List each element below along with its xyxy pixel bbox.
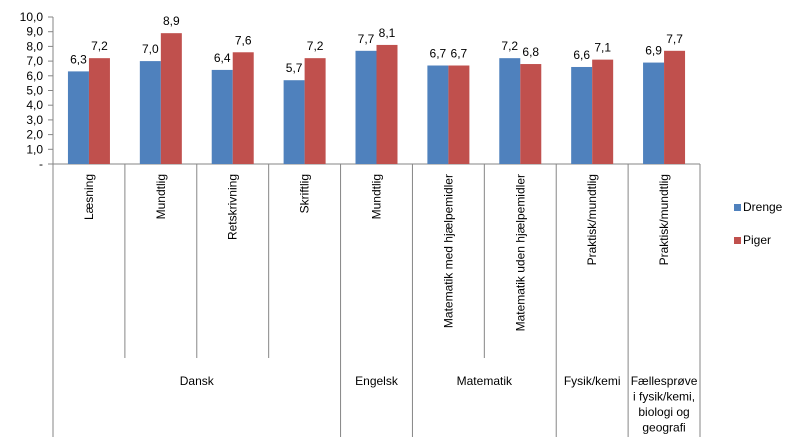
group-label: Engelsk bbox=[355, 374, 399, 388]
bar-drenge bbox=[211, 69, 233, 164]
y-tick-label: 3,0 bbox=[26, 113, 43, 127]
data-label: 7,2 bbox=[307, 39, 324, 53]
bar-drenge bbox=[499, 58, 521, 164]
data-label: 7,7 bbox=[666, 32, 683, 46]
bar-piger bbox=[376, 44, 398, 164]
legend-label: Piger bbox=[743, 233, 771, 247]
bar-piger bbox=[232, 52, 254, 164]
y-tick-label: 1,0 bbox=[26, 142, 43, 156]
y-tick-label: 10,0 bbox=[20, 10, 44, 24]
bar-drenge bbox=[427, 65, 449, 164]
group-label: geografi bbox=[642, 421, 685, 435]
data-label: 7,2 bbox=[91, 39, 108, 53]
category-label: Skriftlig bbox=[298, 174, 312, 213]
legend-swatch bbox=[734, 237, 741, 244]
category-label: Mundtlig bbox=[154, 174, 168, 219]
y-tick-label: 7,0 bbox=[26, 54, 43, 68]
y-tick-label: 5,0 bbox=[26, 84, 43, 98]
bar-piger bbox=[664, 50, 686, 165]
category-label: Retskrivning bbox=[226, 174, 240, 240]
y-tick-label: - bbox=[39, 157, 43, 171]
data-label: 7,6 bbox=[235, 33, 252, 47]
y-tick-label: 4,0 bbox=[26, 98, 43, 112]
bar-drenge bbox=[355, 50, 377, 165]
data-label: 6,8 bbox=[522, 45, 539, 59]
legend-swatch bbox=[734, 204, 741, 211]
data-label: 6,9 bbox=[645, 44, 662, 58]
category-labels: Læsning Mundtlig Retskrivning Skriftlig Mund… bbox=[82, 174, 671, 331]
data-labels: 6,3 7,0 6,4 5,7 7,7 6,7 7,2 6,6 6,9 7,2 8,9 7,6 7,2 8… bbox=[70, 14, 683, 75]
y-tick-label: 6,0 bbox=[26, 69, 43, 83]
category-label: Mundtlig bbox=[370, 174, 384, 219]
data-label: 6,7 bbox=[430, 47, 447, 61]
bar-drenge bbox=[139, 61, 161, 164]
data-label: 6,6 bbox=[573, 48, 590, 62]
category-label: Læsning bbox=[82, 174, 96, 220]
bar-piger bbox=[448, 65, 470, 164]
category-label: Praktisk/mundtlig bbox=[585, 174, 599, 265]
group-label: biologi og bbox=[638, 405, 689, 419]
bar-piger bbox=[160, 33, 182, 164]
category-label: Matematik med hjælpemidler bbox=[441, 174, 455, 328]
data-label: 8,1 bbox=[379, 26, 396, 40]
legend-label: Drenge bbox=[743, 200, 783, 214]
data-label: 5,7 bbox=[286, 61, 303, 75]
data-label: 7,1 bbox=[594, 41, 611, 55]
category-label: Matematik uden hjælpemidler bbox=[513, 174, 527, 331]
group-label: Matematik bbox=[457, 374, 513, 388]
data-label: 7,0 bbox=[142, 42, 159, 56]
data-label: 6,3 bbox=[70, 52, 87, 66]
group-label: Fællesprøve bbox=[631, 374, 698, 388]
data-label: 6,7 bbox=[451, 47, 468, 61]
y-tick-label: 2,0 bbox=[26, 128, 43, 142]
y-tick-label: 9,0 bbox=[26, 25, 43, 39]
y-tick-label: 8,0 bbox=[26, 39, 43, 53]
category-label: Praktisk/mundtlig bbox=[657, 174, 671, 265]
group-label: Dansk bbox=[180, 374, 215, 388]
bars bbox=[67, 33, 686, 165]
data-label: 7,7 bbox=[358, 32, 375, 46]
data-label: 6,4 bbox=[214, 51, 231, 65]
bar-piger bbox=[592, 59, 614, 164]
bar-piger bbox=[520, 64, 542, 164]
bar-piger bbox=[88, 58, 110, 164]
bar-drenge bbox=[643, 62, 665, 164]
bar-drenge bbox=[67, 71, 89, 164]
bar-drenge bbox=[571, 66, 593, 164]
bar-drenge bbox=[283, 80, 305, 164]
group-label: Fysik/kemi bbox=[564, 374, 621, 388]
data-label: 8,9 bbox=[163, 14, 180, 28]
group-label: i fysik/kemi, bbox=[633, 390, 695, 404]
data-label: 7,2 bbox=[501, 39, 518, 53]
group-labels: Dansk Engelsk Matematik Fysik/kemi Fællesprø… bbox=[180, 374, 698, 435]
legend: Drenge Piger bbox=[734, 200, 783, 247]
bar-piger bbox=[304, 58, 326, 164]
